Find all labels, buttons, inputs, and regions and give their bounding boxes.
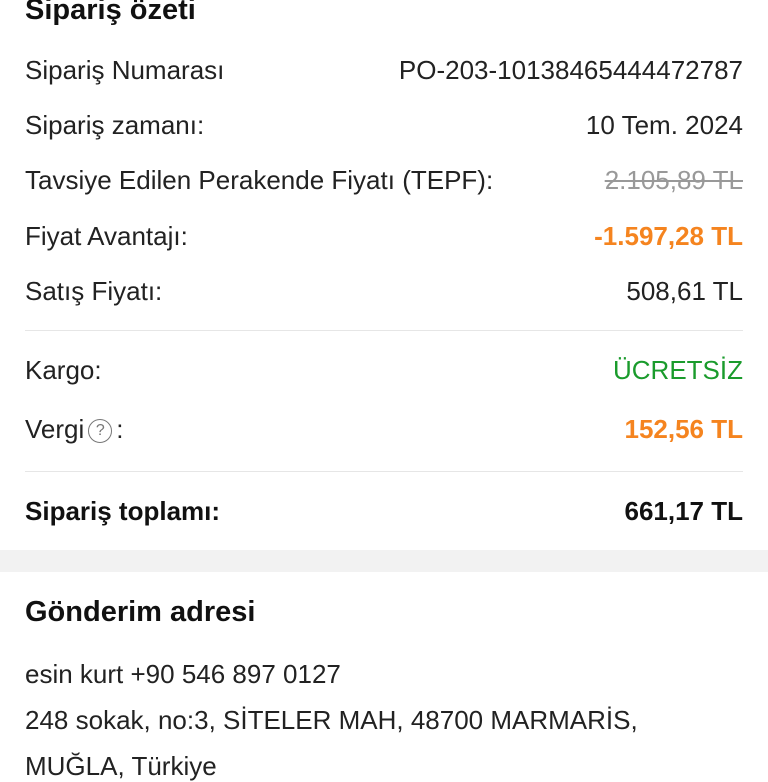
order-total: 661,17 TL (624, 496, 743, 526)
label: Sipariş toplamı: (25, 496, 221, 526)
tax-value: 152,56 TL (624, 414, 743, 444)
divider (25, 330, 743, 331)
divider (25, 471, 743, 472)
tax-row: Vergi?: 152,56 TL (25, 414, 743, 445)
label: Fiyat Avantajı: (25, 221, 188, 251)
label: Vergi (25, 414, 85, 444)
label: Kargo: (25, 355, 102, 385)
address-city: MUĞLA, Türkiye (25, 751, 217, 781)
section-separator (0, 550, 768, 572)
shipping-address-title: Gönderim adresi (25, 596, 256, 628)
label: Tavsiye Edilen Perakende Fiyatı (TEPF): (25, 165, 494, 195)
label-suffix: : (116, 414, 124, 444)
discount-row: Fiyat Avantajı: -1.597,28 TL (25, 221, 743, 252)
order-date: 10 Tem. 2024 (585, 110, 743, 140)
order-number-row: Sipariş Numarası PO-203-10138465444472787 (25, 55, 743, 86)
question-circle-icon[interactable]: ? (88, 419, 113, 444)
order-date-row: Sipariş zamanı: 10 Tem. 2024 (25, 110, 743, 141)
order-summary-title: Sipariş özeti (25, 0, 196, 26)
shipping-row: Kargo: ÜCRETSİZ (25, 355, 743, 386)
address-street: 248 sokak, no:3, SİTELER MAH, 48700 MARM… (25, 705, 638, 735)
label: Satış Fiyatı: (25, 276, 163, 306)
order-number[interactable]: PO-203-10138465444472787 (398, 55, 743, 85)
sale-price: 508,61 TL (626, 276, 743, 306)
label: Sipariş zamanı: (25, 110, 205, 140)
discount-value: -1.597,28 TL (594, 221, 743, 251)
label: Sipariş Numarası (25, 55, 225, 85)
order-total-row: Sipariş toplamı: 661,17 TL (25, 496, 743, 527)
address-contact: esin kurt +90 546 897 0127 (25, 659, 341, 689)
shipping-value: ÜCRETSİZ (613, 355, 743, 385)
rrp-row: Tavsiye Edilen Perakende Fiyatı (TEPF): 2… (25, 165, 743, 196)
rrp-price: 2.105,89 TL (604, 165, 743, 195)
sale-price-row: Satış Fiyatı: 508,61 TL (25, 276, 743, 307)
